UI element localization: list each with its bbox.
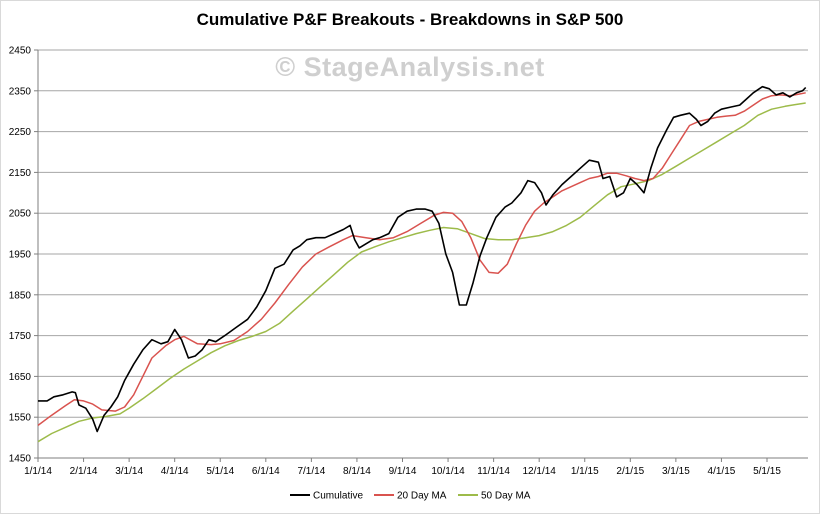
y-axis-ticks: 1450 1550 1650 1750 1850 1950 2050 2150 2250 2350… (9, 46, 38, 465)
x-tick-label: 8/1/14 (343, 466, 371, 477)
x-tick-label: 10/1/14 (431, 466, 465, 477)
x-tick-label: 7/1/14 (297, 466, 325, 477)
y-tick-label: 1950 (9, 250, 32, 261)
x-tick-label: 2/1/14 (70, 466, 98, 477)
x-tick-label: 3/1/15 (662, 466, 690, 477)
x-tick-label: 5/1/14 (206, 466, 234, 477)
legend-label: 50 Day MA (481, 491, 531, 502)
legend: Cumulative 20 Day MA 50 Day MA (290, 491, 531, 502)
x-tick-label: 1/1/14 (24, 466, 52, 477)
series-line-50-day-ma (37, 102, 806, 443)
x-tick-label: 6/1/14 (252, 466, 280, 477)
y-tick-label: 2050 (9, 209, 32, 220)
y-tick-label: 2250 (9, 127, 32, 138)
x-tick-label: 3/1/14 (115, 466, 143, 477)
chart-title: Cumulative P&F Breakouts - Breakdowns in… (196, 10, 624, 29)
legend-label: Cumulative (313, 491, 363, 502)
gridlines (38, 49, 808, 418)
y-tick-label: 1450 (9, 454, 32, 465)
x-tick-label: 1/1/15 (571, 466, 599, 477)
x-tick-label: 9/1/14 (389, 466, 417, 477)
x-tick-label: 5/1/15 (753, 466, 781, 477)
x-axis-ticks: 1/1/14 2/1/14 3/1/14 4/1/14 5/1/14 6/1/14 7/1/… (24, 458, 781, 477)
x-tick-label: 11/1/14 (477, 466, 510, 477)
y-tick-label: 2350 (9, 86, 32, 97)
series-line-20-day-ma (37, 92, 806, 427)
series-lines (37, 85, 807, 443)
legend-label: 20 Day MA (397, 491, 447, 502)
x-tick-label: 2/1/15 (616, 466, 644, 477)
x-tick-label: 12/1/14 (522, 466, 556, 477)
y-tick-label: 1750 (9, 331, 32, 342)
x-tick-label: 4/1/15 (708, 466, 736, 477)
y-tick-label: 1850 (9, 290, 32, 301)
x-tick-label: 4/1/14 (161, 466, 189, 477)
watermark-text: © StageAnalysis.net (275, 52, 545, 82)
y-tick-label: 2150 (9, 168, 32, 179)
y-tick-label: 1550 (9, 413, 32, 424)
series-line-cumulative (38, 85, 807, 433)
y-tick-label: 2450 (9, 46, 32, 57)
y-tick-label: 1650 (9, 372, 32, 383)
